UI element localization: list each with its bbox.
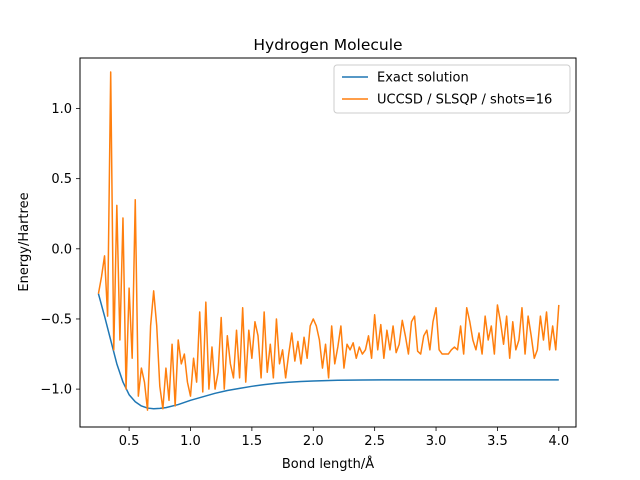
y-tick-label: 0.5 [51,172,72,187]
y-tick-label: −1.0 [40,383,72,398]
x-axis: 0.5 1.0 1.5 2.0 2.5 3.0 3.5 4.0 [119,427,569,449]
x-tick-label: 2.0 [303,434,324,449]
x-tick-label: 2.5 [364,434,385,449]
series-layer [97,71,560,411]
legend-label-1: Exact solution [377,71,469,86]
x-tick-label: 0.5 [119,434,140,449]
legend: Exact solution UCCSD / SLSQP / shots=16 [333,64,571,114]
y-tick-label: 1.0 [51,102,72,117]
chart-title: Hydrogen Molecule [253,36,402,54]
y-axis: −1.0 −0.5 0.0 0.5 1.0 [40,102,80,398]
x-tick-label: 1.0 [180,434,201,449]
x-tick-label: 3.0 [426,434,447,449]
x-tick-label: 3.5 [487,434,508,449]
plot-area-frame [79,57,577,428]
series-line-2 [97,71,560,411]
y-tick-label: −0.5 [40,312,72,327]
series-line-1 [97,293,559,410]
x-tick-label: 1.5 [242,434,263,449]
x-axis-label: Bond length/Å [282,456,374,472]
legend-box [333,64,571,114]
legend-label-2: UCCSD / SLSQP / shots=16 [377,93,552,108]
y-axis-label: Energy/Hartree [17,192,32,291]
x-tick-label: 4.0 [548,434,569,449]
y-tick-label: 0.0 [51,242,72,257]
